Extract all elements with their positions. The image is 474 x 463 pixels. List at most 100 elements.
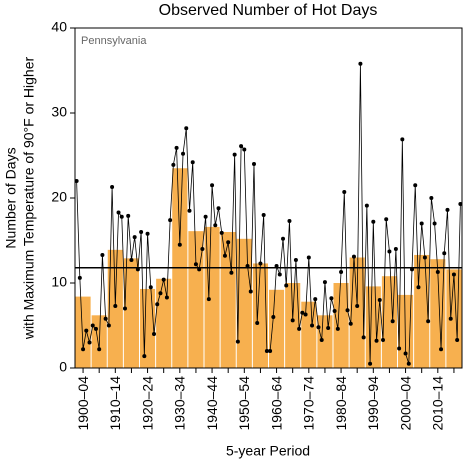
annual-point	[116, 210, 121, 215]
annual-point	[261, 213, 266, 217]
annual-point	[171, 162, 176, 167]
annual-point	[174, 145, 179, 150]
annual-point	[429, 196, 434, 200]
annual-point	[103, 316, 108, 321]
annual-point	[358, 61, 363, 66]
annual-point	[197, 267, 202, 272]
y-tick-label: 30	[51, 104, 67, 120]
annual-point	[148, 285, 153, 290]
bar	[75, 296, 91, 368]
annual-point	[119, 214, 124, 219]
annual-point	[339, 269, 344, 274]
annual-point	[303, 312, 308, 317]
x-tick-label: 1910–14	[107, 376, 123, 431]
annual-point	[380, 337, 385, 342]
annual-point	[187, 208, 192, 213]
x-tick-label: 2000–04	[397, 376, 413, 431]
annual-point	[219, 230, 224, 235]
annual-point	[177, 242, 182, 247]
annual-point	[235, 339, 240, 344]
annual-point	[397, 346, 402, 351]
x-tick-label: 1930–34	[172, 376, 188, 431]
annual-point	[90, 323, 95, 328]
y-tick-label: 10	[51, 274, 67, 290]
x-tick-label: 1920–24	[139, 376, 155, 431]
annual-point	[422, 255, 427, 260]
bar	[107, 249, 123, 368]
annual-point	[245, 264, 250, 268]
annual-point	[142, 354, 147, 359]
annual-point	[351, 254, 356, 259]
annual-point	[248, 289, 253, 294]
annual-point	[213, 223, 218, 228]
annual-point	[316, 325, 321, 330]
annual-point	[168, 218, 173, 223]
bar	[220, 232, 236, 368]
annual-point	[371, 219, 376, 224]
y-tick-label: 40	[51, 19, 67, 35]
annual-point	[203, 214, 208, 219]
annual-point	[451, 272, 456, 277]
annual-point	[319, 337, 324, 342]
y-axis-label: Number of Days	[3, 147, 19, 248]
annual-point	[377, 298, 382, 302]
annual-point	[393, 247, 398, 251]
x-axis-label: 5-year Period	[226, 443, 310, 459]
annual-point	[264, 349, 269, 353]
annual-point	[132, 235, 137, 240]
annual-point	[271, 315, 276, 319]
bar	[140, 288, 156, 368]
annual-point	[281, 236, 286, 241]
annual-point	[81, 347, 86, 352]
annual-point	[184, 126, 189, 131]
x-tick-label: 1940–44	[204, 376, 220, 431]
annual-point	[390, 319, 395, 324]
annual-point	[364, 203, 369, 208]
annual-point	[258, 261, 263, 266]
annual-point	[313, 297, 318, 302]
annual-point	[332, 309, 337, 314]
y-tick-label: 20	[51, 189, 67, 205]
annual-point	[306, 255, 311, 260]
x-tick-label: 1990–94	[365, 376, 381, 431]
annual-point	[329, 296, 334, 301]
bar	[333, 283, 349, 368]
annual-point	[87, 340, 92, 345]
annual-point	[297, 326, 302, 331]
y-tick-label: 0	[59, 359, 67, 375]
annual-point	[400, 137, 405, 142]
annual-point	[435, 269, 440, 274]
annual-point	[342, 190, 347, 195]
x-tick-label: 1960–64	[268, 376, 284, 431]
annual-point	[135, 267, 140, 272]
x-tick-label: 1980–84	[333, 376, 349, 431]
annual-point	[74, 179, 79, 183]
annual-point	[164, 295, 169, 300]
annual-point	[152, 332, 157, 336]
annual-point	[442, 251, 447, 256]
bar	[269, 289, 285, 368]
annual-point	[255, 320, 260, 325]
annual-point	[458, 201, 463, 206]
annual-point	[277, 272, 282, 277]
annual-point	[181, 151, 186, 156]
bar	[123, 258, 139, 368]
annual-point	[293, 258, 298, 263]
annual-point	[355, 303, 360, 308]
annual-point	[155, 302, 160, 307]
annual-point	[345, 308, 350, 313]
x-tick-label: 1970–74	[301, 376, 317, 431]
annual-point	[97, 347, 102, 352]
annual-point	[145, 231, 150, 236]
annual-point	[190, 160, 195, 165]
annual-point	[310, 323, 315, 328]
annual-point	[455, 337, 460, 342]
annual-point	[206, 297, 211, 302]
annual-point	[77, 275, 82, 280]
annual-point	[322, 280, 327, 285]
annual-point	[229, 270, 234, 275]
annual-point	[232, 152, 237, 157]
annual-point	[113, 303, 118, 308]
annual-point	[84, 328, 89, 333]
annual-point	[384, 217, 389, 222]
